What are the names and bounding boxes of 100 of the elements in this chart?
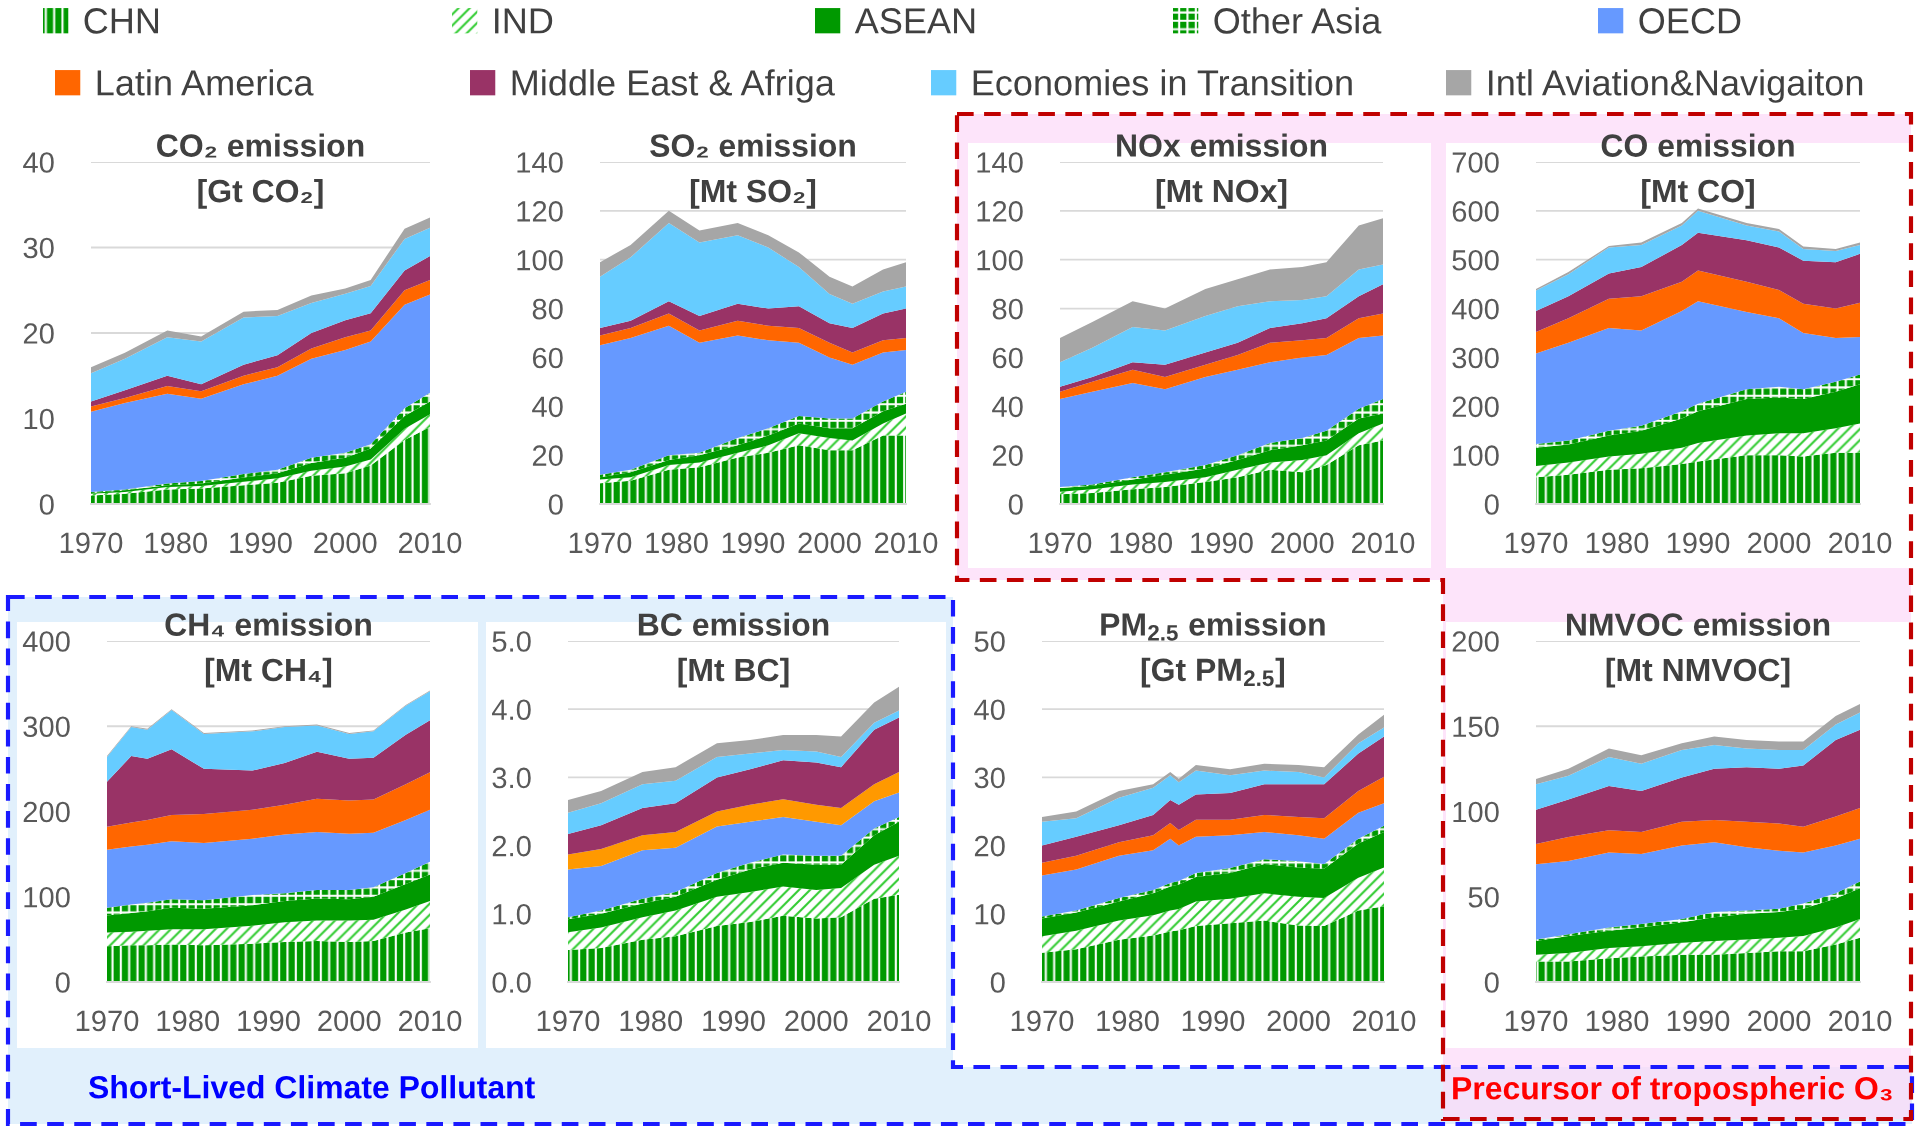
- x-tick-label: 2000: [1748, 532, 1811, 554]
- y-tick-label: 0: [990, 972, 1005, 993]
- y-tick-label: 20: [23, 323, 54, 344]
- x-tick-label: 2000: [785, 1010, 848, 1032]
- y-tick-label: 0: [1484, 972, 1499, 993]
- x-tick-label: 1980: [157, 1010, 220, 1032]
- y-tick-label: 1.0: [493, 904, 531, 925]
- y-tick-label: 200: [1452, 396, 1499, 418]
- x-tick-label: 2010: [399, 532, 462, 554]
- chart-title: PM$_{2.5}$ emission: [1101, 612, 1325, 641]
- y-tick-label: 20: [532, 445, 563, 466]
- legend-label: Other Asia: [1214, 7, 1382, 34]
- y-tick-label: 80: [992, 298, 1023, 320]
- y-tick-label: 50: [1468, 886, 1499, 908]
- x-tick-label: 1980: [1586, 532, 1649, 554]
- x-tick-label: 1970: [569, 532, 632, 554]
- chart-title: NMVOC emission: [1567, 612, 1830, 636]
- x-tick-label: 1970: [1011, 1010, 1074, 1032]
- y-tick-label: 120: [977, 201, 1023, 222]
- y-tick-label: 5.0: [492, 631, 531, 652]
- x-tick-label: 1990: [1667, 532, 1730, 554]
- legend-label: Economies in Transition: [973, 69, 1352, 96]
- y-tick-label: 400: [22, 631, 70, 652]
- x-tick-label: 1990: [1182, 1010, 1245, 1032]
- y-tick-label: 3.0: [492, 767, 531, 789]
- chart-subtitle: [Mt NMVOC]: [1606, 657, 1790, 688]
- y-tick-label: 40: [532, 396, 563, 418]
- chart-title: NOx emission: [1117, 133, 1327, 157]
- y-tick-label: 30: [23, 237, 54, 259]
- x-tick-label: 1970: [537, 1010, 600, 1032]
- y-tick-label: 100: [977, 249, 1023, 271]
- x-tick-label: 2000: [1271, 532, 1334, 554]
- chart-subtitle: [Gt PM$_{2.5}$]: [1141, 657, 1284, 688]
- chart-title: CH₄ emission: [165, 612, 371, 637]
- x-tick-label: 2000: [1748, 1010, 1811, 1032]
- legend-label: CHN: [84, 8, 159, 34]
- y-tick-label: 0: [1484, 494, 1499, 515]
- x-tick-label: 2000: [798, 532, 861, 554]
- y-tick-label: 30: [974, 767, 1005, 789]
- y-tick-label: 300: [1452, 347, 1499, 369]
- y-tick-label: 80: [532, 298, 563, 320]
- y-tick-label: 10: [975, 904, 1005, 925]
- chart-subtitle: [Mt SO₂]: [690, 178, 816, 209]
- y-tick-label: 150: [1453, 716, 1499, 738]
- x-tick-label: 1980: [646, 532, 708, 554]
- y-tick-label: 500: [1452, 249, 1499, 271]
- y-tick-label: 4.0: [492, 699, 531, 721]
- x-tick-label: 1980: [1586, 1010, 1649, 1032]
- x-tick-label: 1990: [230, 532, 292, 554]
- chart-title: CO₂ emission: [157, 133, 364, 158]
- x-tick-label: 2010: [868, 1010, 931, 1032]
- x-tick-label: 1970: [60, 532, 123, 554]
- chart-subtitle: [Gt CO₂]: [198, 178, 323, 209]
- x-tick-label: 2010: [1829, 532, 1892, 554]
- x-tick-label: 1970: [1505, 1010, 1568, 1032]
- y-tick-label: 140: [977, 152, 1023, 173]
- y-tick-label: 40: [23, 152, 54, 173]
- legend-label: Latin America: [97, 69, 314, 96]
- x-tick-label: 1970: [1029, 532, 1092, 554]
- legend-label: OECD: [1639, 8, 1741, 34]
- y-tick-label: 200: [1452, 631, 1499, 652]
- y-tick-label: 60: [532, 347, 563, 369]
- legend-label: ASEAN: [854, 8, 975, 34]
- chart-title: BC emission: [638, 612, 829, 636]
- x-tick-label: 1970: [76, 1010, 139, 1032]
- y-tick-label: 20: [992, 445, 1023, 466]
- x-tick-label: 2000: [318, 1010, 381, 1032]
- text: Precursor of tropospheric O₃: [1453, 1076, 1892, 1106]
- y-tick-label: 700: [1452, 152, 1499, 173]
- x-tick-label: 2010: [1352, 532, 1415, 554]
- y-tick-label: 0: [1008, 494, 1023, 515]
- y-tick-label: 40: [992, 396, 1023, 418]
- y-tick-label: 10: [24, 408, 54, 430]
- chart-subtitle: [Mt NOx]: [1156, 178, 1287, 209]
- legend-label: Middle East & Afriga: [512, 69, 835, 103]
- legend-label: IND: [495, 8, 553, 34]
- x-tick-label: 1980: [1097, 1010, 1159, 1032]
- y-tick-label: 40: [974, 699, 1005, 721]
- x-tick-label: 2000: [314, 532, 377, 554]
- x-tick-label: 1990: [722, 532, 785, 554]
- y-tick-label: 600: [1452, 201, 1499, 222]
- y-tick-label: 100: [24, 886, 70, 908]
- y-tick-label: 0.0: [492, 972, 531, 993]
- y-tick-label: 0: [55, 972, 70, 993]
- y-tick-label: 200: [23, 801, 70, 823]
- x-tick-label: 2000: [1267, 1010, 1330, 1032]
- y-tick-label: 140: [517, 152, 563, 173]
- y-tick-label: 60: [992, 347, 1023, 369]
- x-tick-label: 1980: [620, 1010, 683, 1032]
- chart-title: SO₂ emission: [650, 133, 855, 158]
- x-tick-label: 1980: [145, 532, 208, 554]
- x-tick-label: 2010: [399, 1010, 462, 1032]
- x-tick-label: 1970: [1505, 532, 1568, 554]
- x-tick-label: 2010: [875, 532, 938, 554]
- y-tick-label: 120: [517, 201, 563, 222]
- y-tick-label: 2.0: [492, 835, 531, 857]
- y-tick-label: 100: [517, 249, 563, 271]
- text: Short-Lived Climate Pollutant: [88, 1075, 535, 1099]
- x-tick-label: 1990: [1667, 1010, 1730, 1032]
- y-tick-label: 300: [23, 716, 70, 738]
